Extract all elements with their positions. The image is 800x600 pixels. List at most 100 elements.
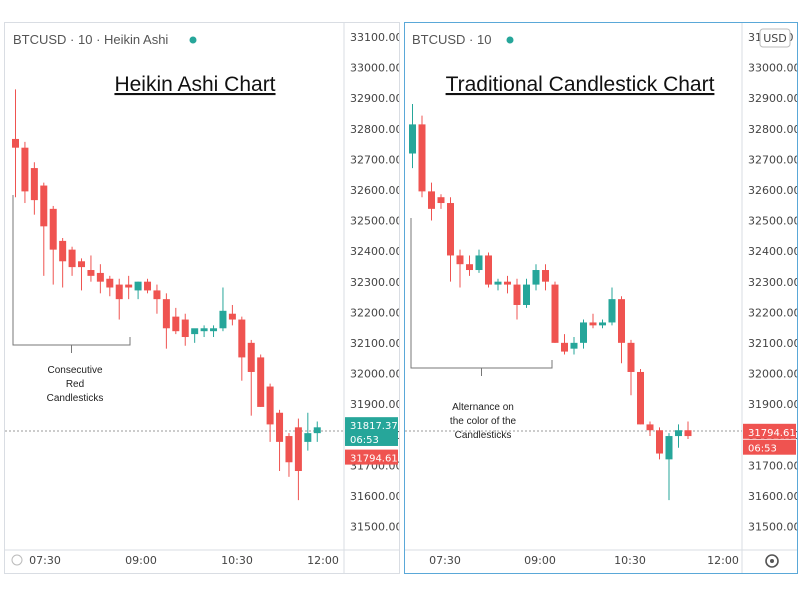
x-tick-label: 12:00 (707, 554, 739, 567)
candle[interactable] (87, 255, 95, 282)
candle[interactable] (542, 264, 549, 291)
settings-gear-icon[interactable] (765, 554, 779, 568)
y-tick-label: 32000.00 (748, 368, 797, 381)
candle[interactable] (599, 319, 606, 329)
y-tick-label: 32200.00 (748, 306, 797, 319)
candle-body (589, 322, 597, 326)
gear-ring (765, 554, 779, 568)
candle[interactable] (172, 307, 180, 335)
candle[interactable] (523, 278, 530, 308)
candle[interactable] (30, 162, 38, 215)
candle[interactable] (618, 296, 625, 364)
candle[interactable] (656, 427, 663, 460)
y-tick-label: 32100.00 (748, 337, 797, 350)
candle-body (181, 319, 189, 338)
candle[interactable] (418, 115, 426, 198)
candle-body (675, 430, 682, 437)
candle[interactable] (637, 369, 644, 425)
candle-body (409, 124, 416, 154)
candle-body (200, 328, 208, 332)
candle[interactable] (456, 249, 464, 288)
currency-button[interactable] (759, 28, 791, 48)
candle[interactable] (304, 412, 312, 451)
candle[interactable] (608, 287, 616, 326)
candle[interactable] (504, 275, 511, 294)
traditional-candlestick-chart-panel[interactable]: 3100.0033000.0032900.0032800.0032700.003… (404, 22, 798, 574)
candle[interactable] (684, 421, 692, 439)
candle-body (125, 284, 133, 288)
candle-body (513, 284, 521, 305)
zoom-handle-icon[interactable] (11, 554, 23, 566)
candle[interactable] (589, 313, 597, 329)
candle-body (656, 430, 663, 454)
candle[interactable] (247, 339, 255, 416)
candle[interactable] (494, 278, 502, 291)
candle[interactable] (551, 281, 559, 343)
candle-body (191, 328, 199, 335)
candle[interactable] (437, 194, 445, 209)
candle[interactable] (475, 249, 483, 273)
candle[interactable] (21, 141, 29, 204)
candle[interactable] (153, 284, 161, 314)
candle[interactable] (294, 418, 302, 501)
candle[interactable] (200, 325, 208, 338)
candle[interactable] (313, 421, 321, 442)
candle[interactable] (96, 264, 104, 294)
candle[interactable] (219, 287, 227, 332)
candle-body (684, 430, 692, 437)
price-tag (345, 430, 398, 446)
candle[interactable] (485, 252, 492, 288)
candle[interactable] (134, 281, 142, 300)
candle[interactable] (49, 205, 57, 285)
candle[interactable] (12, 89, 19, 198)
candle[interactable] (115, 278, 123, 320)
candle[interactable] (513, 278, 521, 320)
y-tick-label: 32300.00 (748, 276, 797, 289)
candle[interactable] (665, 433, 673, 501)
candle[interactable] (68, 246, 76, 276)
candle[interactable] (40, 182, 48, 276)
price-tag-label: 31794.61 (350, 454, 398, 465)
candle-body (172, 316, 180, 332)
y-tick-label: 33000.00 (350, 62, 399, 75)
candle-body (59, 240, 67, 262)
candle[interactable] (276, 409, 284, 472)
status-dot-icon (189, 36, 197, 44)
candle[interactable] (428, 182, 435, 221)
candle[interactable] (285, 433, 293, 477)
candle[interactable] (570, 337, 578, 355)
candle[interactable] (409, 103, 416, 169)
candle[interactable] (78, 258, 86, 291)
heikin-ashi-chart-panel[interactable]: 33100.00 33000.00 32900.00 32800.00 32700.00… (4, 22, 400, 574)
candle[interactable] (466, 255, 473, 276)
candle[interactable] (106, 275, 114, 297)
candle[interactable] (162, 293, 170, 349)
candle[interactable] (125, 275, 133, 300)
candle[interactable] (257, 354, 265, 407)
candle[interactable] (144, 278, 152, 294)
candle[interactable] (646, 421, 654, 437)
candle[interactable] (627, 339, 635, 396)
candle-body (87, 270, 95, 276)
y-tick-label: 33100.00 (350, 31, 399, 44)
candlestick-chart[interactable]: 3100.0033000.0032900.0032800.0032700.003… (405, 23, 797, 573)
candle[interactable] (580, 319, 587, 349)
candle[interactable] (210, 325, 218, 338)
candle-body (665, 436, 673, 460)
candle[interactable] (191, 328, 199, 343)
candle-body (276, 412, 284, 442)
candle[interactable] (675, 424, 682, 448)
y-tick-label: 32700.00 (350, 153, 399, 166)
candle[interactable] (59, 237, 67, 288)
candle[interactable] (181, 313, 189, 346)
candle[interactable] (447, 197, 454, 282)
candle[interactable] (228, 304, 236, 326)
heikin-ashi-chart[interactable]: 33100.00 33000.00 32900.00 32800.00 32700.00… (5, 23, 399, 573)
candle[interactable] (266, 383, 274, 442)
candle[interactable] (532, 264, 540, 291)
annotation-bracket (410, 218, 553, 369)
y-tick-label: 31900.00 (350, 398, 399, 411)
candle[interactable] (238, 316, 246, 381)
x-tick-label: 09:00 (125, 554, 157, 567)
candle[interactable] (561, 334, 568, 355)
